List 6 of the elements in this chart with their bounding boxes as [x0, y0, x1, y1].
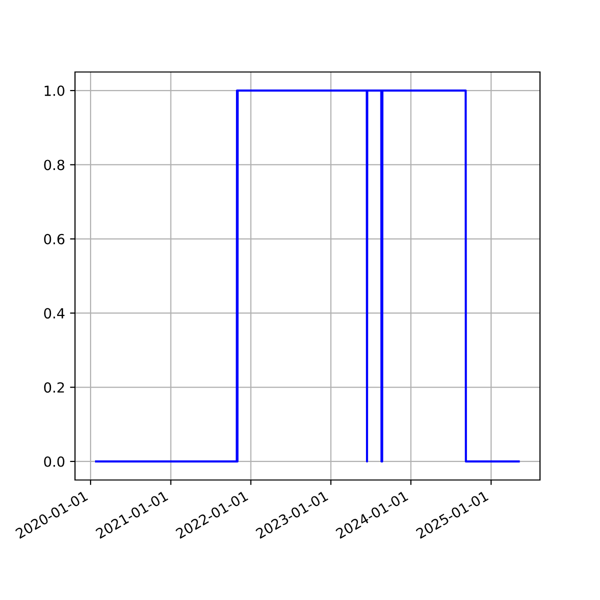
- y-tick-label: 1.0: [44, 86, 64, 96]
- y-tick-label: 0.0: [44, 456, 64, 467]
- y-tick-label: 0.2: [44, 382, 64, 393]
- y-tick-label: 0.8: [44, 160, 64, 170]
- y-tick-label: 0.4: [44, 308, 64, 319]
- y-tick-label: 0.6: [44, 234, 64, 244]
